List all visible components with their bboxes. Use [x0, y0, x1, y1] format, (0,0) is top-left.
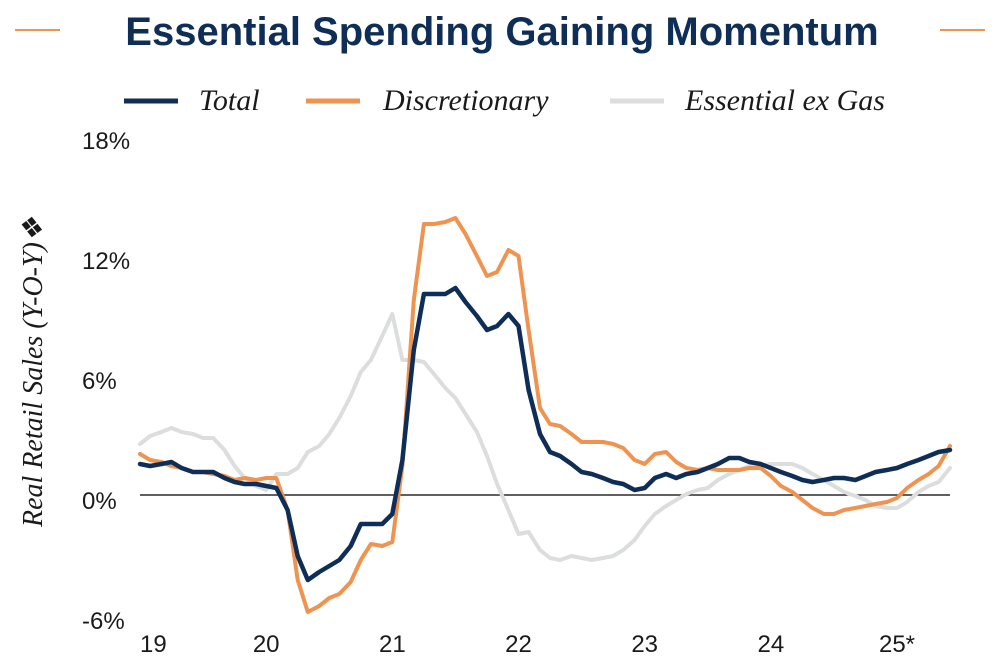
legend-item-discretionary: Discretionary — [306, 84, 549, 117]
legend-label-total: Total — [199, 84, 260, 117]
series-line-total — [137, 285, 953, 583]
x-tick-label: 24 — [757, 631, 784, 658]
y-tick-label: 18% — [82, 128, 130, 155]
legend-label-essential-ex-gas: Essential ex Gas — [684, 84, 885, 117]
series-lines — [137, 216, 953, 614]
y-tick-label: 0% — [82, 488, 117, 515]
legend: Total Discretionary Essential ex Gas — [124, 84, 885, 117]
y-tick-label: 12% — [82, 248, 130, 275]
y-tick-label: 6% — [82, 368, 117, 395]
series-line-essential-ex-gas — [138, 312, 952, 562]
legend-label-discretionary: Discretionary — [382, 84, 549, 117]
x-tick-label: 21 — [379, 631, 406, 658]
legend-item-essential-ex-gas: Essential ex Gas — [610, 84, 885, 117]
x-tick-label: 19 — [140, 631, 167, 658]
x-tick-labels: 19 20 21 22 23 24 25* — [140, 631, 915, 658]
x-tick-label: 22 — [505, 631, 532, 658]
y-tick-label: -6% — [82, 608, 125, 635]
y-tick-labels: -6% 0% 6% 12% 18% — [82, 128, 130, 635]
series-line-discretionary — [138, 216, 952, 614]
y-axis-label: Real Retail Sales (Y-O-Y)❖ — [18, 216, 49, 528]
legend-item-total: Total — [124, 84, 260, 117]
x-tick-label: 23 — [631, 631, 658, 658]
x-tick-label: 25* — [879, 631, 915, 658]
chart-title: Essential Spending Gaining Momentum — [125, 10, 878, 54]
x-tick-label: 20 — [253, 631, 280, 658]
